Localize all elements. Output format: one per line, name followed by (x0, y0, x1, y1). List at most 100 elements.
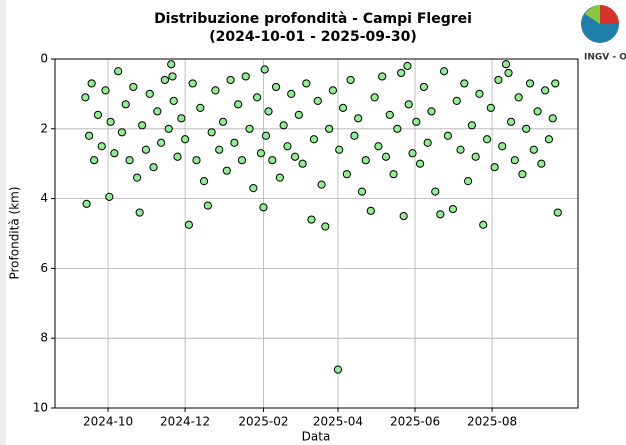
logo: INGV - OV (581, 5, 626, 63)
point (385, 110, 394, 119)
point (207, 128, 216, 137)
point (105, 192, 114, 201)
point (537, 159, 546, 168)
x-tick-label: 2024-12 (160, 415, 210, 429)
point (313, 96, 322, 105)
point (241, 72, 250, 81)
point (215, 145, 224, 154)
point (452, 96, 461, 105)
point (188, 79, 197, 88)
point (317, 180, 326, 189)
point (256, 149, 266, 158)
y-tick-label: 2 (40, 121, 48, 135)
point (533, 107, 542, 116)
point (125, 156, 134, 165)
point (234, 100, 243, 109)
point (97, 142, 106, 151)
point (268, 156, 277, 165)
point (287, 89, 296, 99)
y-tick-label: 6 (40, 261, 48, 275)
point (463, 177, 473, 186)
point (541, 86, 550, 95)
chart-title: Distribuzione profondità - Campi Flegrei (154, 11, 472, 27)
point (504, 68, 513, 78)
point (81, 93, 90, 102)
point (106, 117, 115, 126)
point (419, 82, 428, 92)
point (443, 131, 452, 140)
logo-segment (600, 5, 619, 24)
side-strip (0, 0, 6, 445)
point (529, 145, 538, 154)
point (403, 61, 412, 71)
point (479, 220, 488, 229)
point (448, 204, 458, 214)
point (302, 79, 311, 88)
x-axis-label: Data (302, 430, 331, 444)
point (196, 103, 205, 112)
point (498, 142, 507, 151)
x-tick-label: 2025-06 (390, 415, 440, 429)
point (551, 79, 560, 88)
point (354, 114, 363, 123)
x-tick-label: 2024-10 (83, 415, 133, 429)
point (245, 124, 254, 133)
point (475, 89, 484, 99)
point (264, 107, 273, 116)
y-tick-label: 8 (40, 331, 48, 345)
point (467, 121, 476, 130)
point (253, 93, 262, 102)
y-axis-label: Profondità (km) (8, 186, 22, 279)
point (553, 208, 562, 217)
y-tick-label: 4 (40, 191, 48, 205)
point (510, 156, 519, 165)
point (135, 208, 144, 217)
point (548, 114, 557, 123)
point (321, 222, 330, 231)
point (87, 79, 96, 88)
point (184, 220, 194, 229)
point (346, 75, 355, 85)
point (361, 156, 370, 165)
point (460, 79, 469, 88)
point (230, 138, 239, 147)
point (389, 170, 398, 179)
point (192, 156, 201, 165)
point (408, 149, 417, 158)
point (177, 114, 186, 123)
point (514, 93, 523, 102)
point (501, 60, 511, 69)
point (249, 184, 258, 193)
point (350, 131, 359, 140)
point (153, 107, 162, 116)
point (335, 145, 344, 154)
point (494, 75, 503, 85)
point (525, 79, 535, 88)
point (342, 170, 351, 179)
point (93, 110, 103, 119)
logo-text: INGV - OV (584, 53, 626, 63)
point (218, 117, 228, 126)
point (114, 67, 123, 76)
point (298, 159, 307, 168)
point (436, 210, 445, 219)
point (121, 100, 130, 109)
point (456, 145, 465, 154)
x-tick-label: 2025-08 (467, 415, 517, 429)
point (415, 159, 425, 168)
point (167, 60, 176, 69)
logo-segment (585, 5, 600, 24)
point (117, 128, 127, 137)
y-tick-label: 10 (33, 401, 48, 415)
point (133, 173, 142, 182)
point (164, 124, 173, 133)
point (404, 100, 413, 109)
point (199, 177, 209, 186)
point (129, 82, 138, 92)
point (145, 89, 154, 99)
point (399, 211, 408, 221)
point (357, 187, 367, 196)
point (290, 152, 300, 161)
point (149, 163, 158, 172)
